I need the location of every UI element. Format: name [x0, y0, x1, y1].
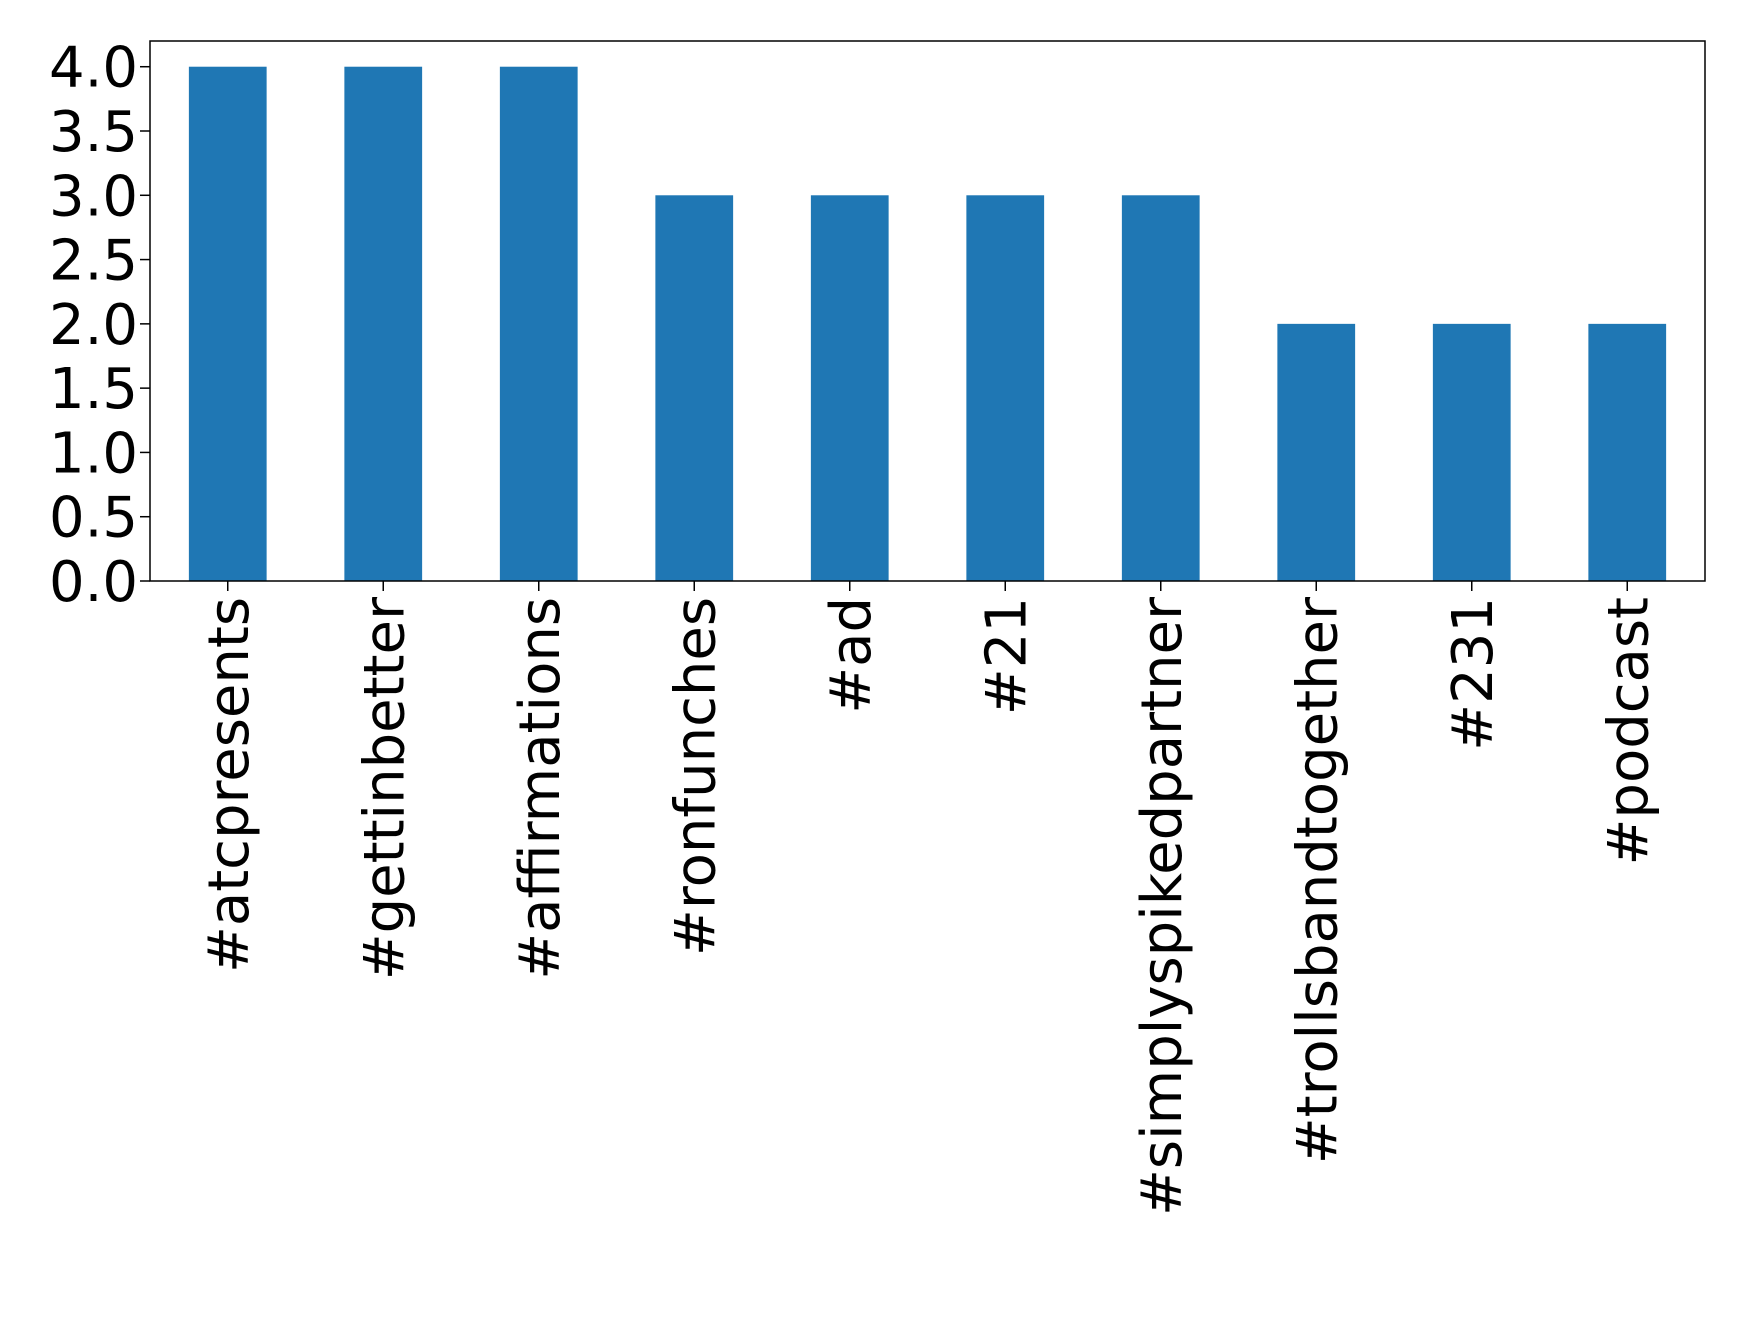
bar-8 — [1432, 323, 1511, 581]
y-tick-label-0: 0.0 — [49, 550, 138, 615]
y-tick-label-2: 1.0 — [49, 421, 138, 486]
x-tick-label-3: #ronfunches — [663, 597, 728, 956]
x-tick-label-1: #gettinbetter — [352, 596, 417, 980]
bar-2 — [499, 66, 578, 581]
x-tick-label-4: #ad — [819, 597, 884, 714]
bar-9 — [1588, 323, 1667, 581]
x-tick-label-6: #simplyspikedpartner — [1130, 596, 1195, 1216]
bar-3 — [655, 195, 734, 582]
x-axis: #atcpresents #gettinbetter #affirmations #r… — [197, 581, 1661, 1216]
plot-frame — [149, 40, 1706, 582]
x-tick-label-0: #atcpresents — [197, 597, 262, 973]
y-tick-label-6: 3.0 — [49, 164, 138, 229]
x-tick-label-7: #trollsbandtogether — [1285, 596, 1350, 1164]
y-tick-label-3: 1.5 — [49, 357, 138, 422]
bars-layer — [188, 66, 1667, 582]
y-tick-label-8: 4.0 — [49, 36, 138, 101]
bar-4 — [810, 195, 889, 582]
x-tick-label-2: #affirmations — [508, 597, 573, 980]
bar-0 — [188, 66, 267, 581]
bar-7 — [1277, 323, 1356, 581]
x-tick-label-8: #231 — [1441, 597, 1506, 751]
y-tick-label-4: 2.0 — [49, 293, 138, 358]
y-tick-label-1: 0.5 — [49, 486, 138, 551]
y-tick-label-5: 2.5 — [49, 229, 138, 294]
bar-1 — [344, 66, 423, 581]
y-tick-label-7: 3.5 — [49, 100, 138, 165]
y-axis: 0.00.51.01.52.02.53.03.54.0 — [49, 36, 150, 615]
bar-5 — [966, 195, 1045, 582]
x-tick-label-5: #21 — [974, 597, 1039, 715]
x-tick-label-9: #podcast — [1596, 597, 1661, 866]
bar-6 — [1121, 195, 1200, 582]
